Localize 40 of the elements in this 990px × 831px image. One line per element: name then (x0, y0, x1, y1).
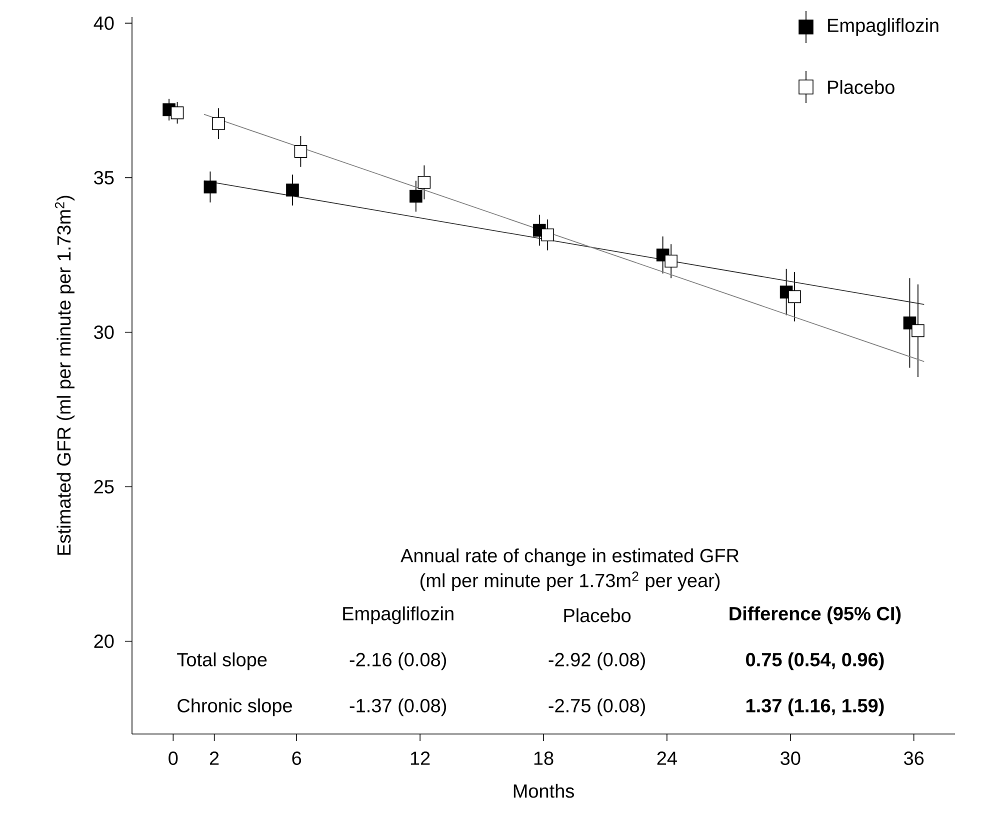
annotation: Total slope (177, 652, 267, 670)
point (912, 324, 924, 338)
x-tick-label: 12 (410, 752, 430, 765)
annotation: -2.92 (0.08) (548, 652, 645, 670)
x-tick-label: 18 (534, 752, 554, 765)
legend-label: Empagliflozin (828, 18, 938, 36)
point (204, 180, 217, 194)
x-tick-label: 6 (292, 752, 302, 765)
x-axis-title: Months (514, 784, 574, 798)
point (294, 145, 308, 158)
point (212, 117, 225, 130)
point (286, 184, 299, 196)
point (418, 176, 431, 189)
y-tick-label: 20 (94, 634, 114, 648)
y-axis-title: Estimated GFR (ml per minute per 1.73m$^{2}$) (54, 196, 74, 555)
x-tick-label: 2 (210, 752, 219, 765)
annotation: Placebo (564, 608, 631, 622)
point (541, 228, 554, 242)
x-tick-label: 30 (780, 752, 800, 765)
y-tick-label: 40 (94, 16, 114, 30)
annotation: Chronic slope (178, 698, 292, 716)
annotation: 1.37 (1.16, 1.59) (746, 698, 884, 716)
x-tick-label: 0 (168, 752, 178, 765)
point (788, 290, 801, 304)
point (664, 254, 678, 268)
y-tick-label: 30 (94, 326, 114, 339)
point (410, 190, 422, 203)
annotation: Empagliflozin (343, 606, 454, 624)
y-tick-label: 25 (94, 480, 114, 494)
annotation: Difference (95% CI) (730, 606, 901, 624)
legend-label: Placebo (828, 80, 894, 94)
x-tick-label: 24 (657, 752, 677, 765)
annotation: -1.37 (0.08) (350, 698, 446, 716)
annotation: (ml per minute per 1.73m$^{2}$ per year) (420, 572, 720, 592)
annotation: Annual rate of change in estimated GFR (400, 548, 739, 566)
annotation: 0.75 (0.54, 0.96) (746, 652, 884, 670)
annotation: -2.75 (0.08) (548, 698, 645, 716)
y-tick-label: 35 (94, 170, 114, 184)
annotation: -2.16 (0.08) (350, 652, 446, 670)
x-tick-label: 36 (904, 752, 924, 765)
